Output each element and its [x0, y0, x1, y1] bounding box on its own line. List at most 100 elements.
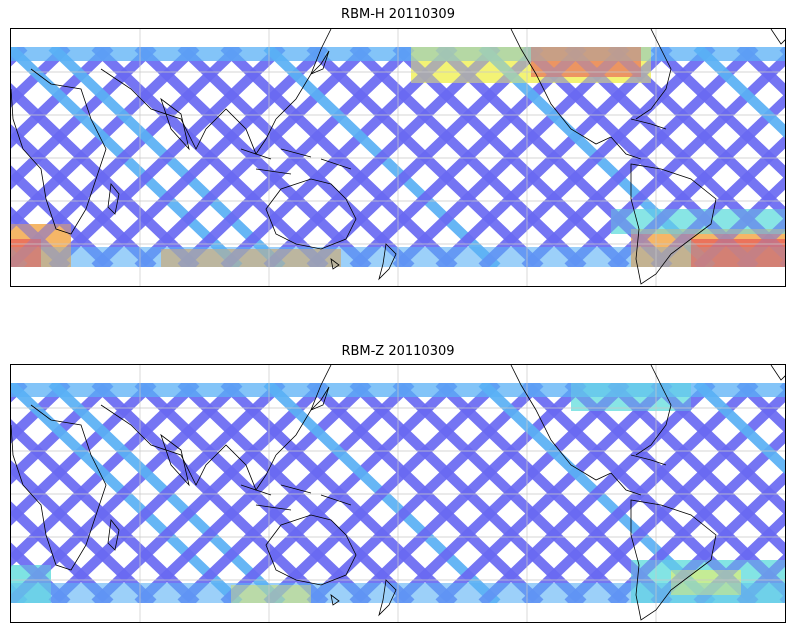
- panel-title-rbm-h: RBM-H 20110309: [341, 7, 455, 22]
- track-descending: [177, 383, 415, 603]
- track-ascending: [11, 542, 71, 603]
- coastline: [630, 499, 717, 621]
- map-panel-rbm-z: [10, 364, 786, 623]
- coastline: [378, 579, 397, 617]
- track-descending: [134, 47, 372, 267]
- track-descending: [11, 47, 71, 108]
- track-descending: [48, 383, 286, 603]
- track-ascending: [11, 206, 71, 267]
- track-descending: [48, 47, 286, 267]
- anomaly-overlay: [11, 224, 71, 267]
- coastline: [310, 386, 330, 411]
- coastline: [330, 258, 340, 270]
- coastline: [100, 68, 277, 155]
- anomaly-overlay: [671, 570, 741, 595]
- coastline: [265, 514, 357, 586]
- track-descending: [521, 383, 759, 603]
- coastline: [630, 163, 717, 285]
- track-descending: [11, 383, 243, 603]
- track-descending: [11, 47, 114, 149]
- anomaly-overlay: [571, 383, 691, 411]
- track-descending: [11, 47, 200, 231]
- track-descending: [435, 47, 673, 267]
- track-descending: [11, 47, 157, 190]
- coastline: [107, 183, 120, 215]
- track-descending: [91, 383, 329, 603]
- coastline: [100, 404, 277, 491]
- track-ascending: [11, 165, 114, 267]
- track-descending: [91, 47, 329, 267]
- track-descending: [650, 470, 785, 603]
- track-descending: [11, 383, 71, 444]
- track-descending: [306, 47, 544, 267]
- coastlines: [11, 29, 785, 285]
- track-ascending: [693, 383, 785, 475]
- anomaly-overlay: [691, 239, 785, 267]
- map-canvas-rbm-z: [11, 365, 785, 622]
- coastline: [160, 433, 190, 487]
- track-ascending: [736, 47, 785, 97]
- track-descending: [349, 383, 587, 603]
- coastline: [11, 68, 107, 235]
- coastline: [770, 365, 785, 381]
- map-panel-rbm-h: [10, 28, 786, 287]
- track-descending: [263, 47, 501, 267]
- track-descending: [11, 383, 157, 526]
- track-ascending: [693, 47, 785, 139]
- track-descending: [220, 383, 458, 603]
- anomaly-overlay: [631, 560, 785, 603]
- track-descending: [564, 52, 785, 267]
- anomaly-overlay: [11, 565, 51, 603]
- coastline: [240, 484, 352, 511]
- track-descending: [435, 383, 673, 603]
- track-descending: [650, 134, 785, 267]
- coastline: [770, 29, 785, 45]
- track-descending: [11, 47, 243, 267]
- track-descending: [607, 93, 785, 267]
- coastline: [330, 594, 340, 606]
- coastline: [378, 243, 397, 281]
- anomaly-overlay: [11, 239, 41, 267]
- coastline: [240, 148, 352, 175]
- track-descending: [392, 47, 630, 267]
- coastline: [510, 29, 612, 145]
- anomaly-overlay: [611, 209, 785, 234]
- track-descending: [11, 383, 114, 485]
- anomaly-overlay: [631, 229, 785, 267]
- anomaly-overlay: [231, 585, 311, 603]
- track-ascending: [736, 383, 785, 433]
- track-descending: [564, 388, 785, 603]
- track-descending: [607, 429, 785, 603]
- track-descending: [693, 175, 785, 267]
- coastline: [610, 118, 667, 160]
- coastline: [610, 454, 667, 496]
- track-descending: [736, 217, 785, 267]
- graticule: [11, 29, 785, 286]
- track-descending: [693, 511, 785, 603]
- track-descending: [177, 47, 415, 267]
- track-descending: [220, 47, 458, 267]
- anomaly-overlay: [161, 249, 341, 267]
- track-descending: [392, 383, 630, 603]
- graticule: [11, 365, 785, 622]
- track-descending: [521, 47, 759, 267]
- track-descending: [11, 383, 200, 567]
- track-descending: [478, 47, 716, 267]
- track-descending: [349, 47, 587, 267]
- coastline: [635, 29, 672, 120]
- track-descending: [134, 383, 372, 603]
- map-canvas-rbm-h: [11, 29, 785, 286]
- coastline: [510, 365, 612, 481]
- track-descending: [263, 383, 501, 603]
- coastline: [310, 50, 330, 75]
- coastline: [265, 178, 357, 250]
- track-descending: [306, 383, 544, 603]
- coastline: [635, 365, 672, 456]
- track-descending: [736, 553, 785, 603]
- coastline: [107, 519, 120, 551]
- track-ascending: [11, 501, 114, 603]
- track-descending: [478, 383, 716, 603]
- coastlines: [11, 365, 785, 621]
- panel-title-rbm-z: RBM-Z 20110309: [341, 344, 455, 359]
- coastline: [160, 97, 190, 151]
